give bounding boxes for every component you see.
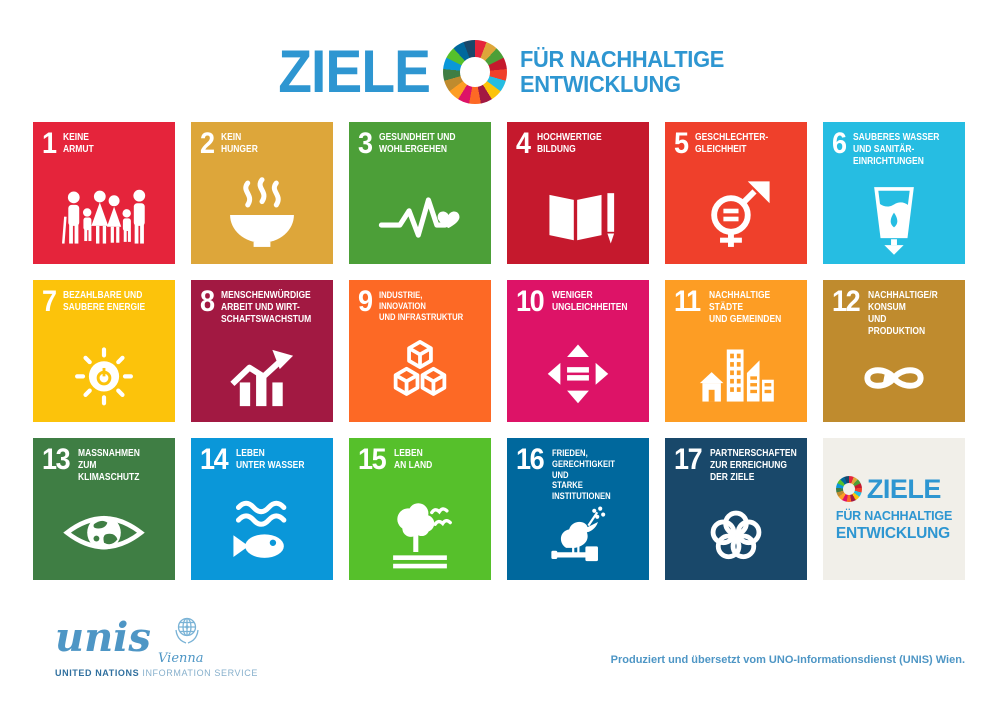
bowl-steam-icon bbox=[230, 177, 294, 247]
logo-tile-title: ZIELE bbox=[866, 473, 942, 504]
goal-number: 7 bbox=[42, 285, 57, 318]
infinity-arrow-icon bbox=[864, 367, 924, 389]
cubes-icon bbox=[393, 340, 447, 396]
fish-waves-icon bbox=[233, 500, 287, 558]
eye-globe-icon bbox=[63, 515, 145, 550]
goal-title: GESCHLECHTER- GLEICHHEIT bbox=[695, 132, 769, 155]
goal-tile-1: 1 KEINE ARMUT bbox=[33, 122, 175, 264]
goal-title: INDUSTRIE, INNOVATION UND INFRASTRUKTUR bbox=[379, 290, 464, 322]
goal-number: 16 bbox=[516, 443, 545, 476]
goal-number: 5 bbox=[674, 127, 689, 160]
sun-power-icon bbox=[75, 347, 133, 406]
goal-tile-14: 14 LEBEN UNTER WASSER bbox=[191, 438, 333, 580]
family-icon bbox=[62, 189, 146, 244]
goal-tile-8: 8 MENSCHENWÜRDIGE ARBEIT UND WIRT- SCHAF… bbox=[191, 280, 333, 422]
goal-number: 2 bbox=[200, 127, 215, 160]
goal-number: 6 bbox=[832, 127, 847, 160]
book-pencil-icon bbox=[549, 193, 615, 244]
goal-tile-17: 17 PARTNERSCHAFTEN ZUR ERREICHUNG DER ZI… bbox=[665, 438, 807, 580]
goal-tile-2: 2 KEIN HUNGER bbox=[191, 122, 333, 264]
goal-title: BEZAHLBARE UND SAUBERE ENERGIE bbox=[63, 290, 146, 313]
goal-number: 4 bbox=[516, 127, 531, 160]
goal-number: 12 bbox=[832, 285, 861, 318]
goal-tile-11: 11 NACHHALTIGE STÄDTE UND GEMEINDEN bbox=[665, 280, 807, 422]
org-name-bold: UNITED NATIONS bbox=[55, 668, 140, 678]
goal-number: 17 bbox=[674, 443, 703, 476]
dove-gavel-icon bbox=[551, 506, 606, 562]
goal-number: 13 bbox=[42, 443, 71, 476]
goal-number: 1 bbox=[42, 127, 57, 160]
goal-tile-4: 4 HOCHWERTIGE BILDUNG bbox=[507, 122, 649, 264]
goal-title: PARTNERSCHAFTEN ZUR ERREICHUNG DER ZIELE bbox=[710, 448, 798, 483]
goal-number: 9 bbox=[358, 285, 373, 318]
goal-title: HOCHWERTIGE BILDUNG bbox=[537, 132, 602, 155]
goal-title: MASSNAHMEN ZUM KLIMASCHUTZ bbox=[78, 448, 141, 483]
page-title: ZIELE bbox=[278, 38, 431, 105]
gender-equality-icon bbox=[711, 181, 770, 247]
goal-tile-6: 6 SAUBERES WASSER UND SANITÄR- EINRICHTU… bbox=[823, 122, 965, 264]
goal-tile-3: 3 GESUNDHEIT UND WOHLERGEHEN bbox=[349, 122, 491, 264]
goal-title: FRIEDEN, GERECHTIGKEIT UND STARKE INSTIT… bbox=[552, 448, 616, 502]
heartbeat-heart-icon bbox=[378, 197, 460, 238]
goal-title: NACHHALTIGE STÄDTE UND GEMEINDEN bbox=[708, 290, 781, 325]
tile-head: 1 KEINE ARMUT bbox=[33, 122, 175, 159]
un-emblem-icon bbox=[175, 617, 199, 644]
poster-footer: unis Vienna UNITED NATIONS INFORMATION S… bbox=[55, 618, 965, 688]
goal-tile-16: 16 FRIEDEN, GERECHTIGKEIT UND STARKE INS… bbox=[507, 438, 649, 580]
goal-tile-13: 13 MASSNAHMEN ZUM KLIMASCHUTZ bbox=[33, 438, 175, 580]
goal-tile-10: 10 WENIGER UNGLEICHHEITEN bbox=[507, 280, 649, 422]
unis-caption: UNITED NATIONS INFORMATION SERVICE bbox=[55, 668, 258, 678]
unis-script-text: unis bbox=[55, 614, 151, 661]
sdg-wheel-icon bbox=[443, 40, 508, 104]
goal-title: NACHHALTIGE/R KONSUM UND PRODUKTION bbox=[868, 290, 939, 337]
credit-text: Produziert und übersetzt vom UNO-Informa… bbox=[610, 654, 965, 666]
goal-title: SAUBERES WASSER UND SANITÄR- EINRICHTUNG… bbox=[853, 132, 940, 167]
goal-title: WENIGER UNGLEICHHEITEN bbox=[552, 290, 628, 313]
interlocked-rings-icon bbox=[710, 510, 762, 560]
goal-title: LEBEN AN LAND bbox=[394, 448, 433, 471]
equality-arrows-icon bbox=[547, 344, 609, 404]
goal-grid: 1 KEINE ARMUT 2 KEIN HUNGER bbox=[33, 122, 1000, 580]
poster-header: ZIELE FÜR NACHHALTIGE ENTWICKLUNG bbox=[0, 0, 1000, 108]
page-subtitle: FÜR NACHHALTIGE ENTWICKLUNG bbox=[520, 45, 725, 98]
goal-title: MENSCHENWÜRDIGE ARBEIT UND WIRT- SCHAFTS… bbox=[221, 290, 312, 325]
goal-number: 15 bbox=[358, 443, 387, 476]
goal-title: GESUNDHEIT UND WOHLERGEHEN bbox=[379, 132, 456, 155]
growth-chart-icon bbox=[230, 349, 294, 407]
goal-number: 8 bbox=[200, 285, 215, 318]
city-skyline-icon bbox=[699, 349, 774, 402]
goal-title: KEINE ARMUT bbox=[63, 132, 94, 155]
sdg-logo-tile: ZIELE FÜR NACHHALTIGE ENTWICKLUNG bbox=[823, 438, 965, 580]
goal-tile-5: 5 GESCHLECHTER- GLEICHHEIT bbox=[665, 122, 807, 264]
goal-tile-7: 7 BEZAHLBARE UND SAUBERE ENERGIE bbox=[33, 280, 175, 422]
sdg-wheel-icon-small bbox=[835, 476, 862, 502]
goal-tile-15: 15 LEBEN AN LAND bbox=[349, 438, 491, 580]
vienna-script-text: Vienna bbox=[158, 651, 204, 666]
water-glass-icon bbox=[874, 187, 914, 255]
goal-number: 11 bbox=[674, 285, 701, 318]
goal-title: LEBEN UNTER WASSER bbox=[236, 448, 305, 471]
goal-title: KEIN HUNGER bbox=[221, 132, 259, 155]
goal-tile-9: 9 INDUSTRIE, INNOVATION UND INFRASTRUKTU… bbox=[349, 280, 491, 422]
subtitle-line1: FÜR NACHHALTIGE bbox=[520, 45, 725, 72]
goal-number: 14 bbox=[200, 443, 229, 476]
unis-logo: unis Vienna UNITED NATIONS INFORMATION S… bbox=[55, 618, 265, 688]
org-name-light: INFORMATION SERVICE bbox=[142, 668, 258, 678]
goal-number: 3 bbox=[358, 127, 373, 160]
tree-birds-icon bbox=[393, 503, 452, 569]
logo-tile-line1: FÜR NACHHALTIGE bbox=[835, 508, 953, 523]
subtitle-line2: ENTWICKLUNG bbox=[520, 71, 681, 97]
goal-tile-12: 12 NACHHALTIGE/R KONSUM UND PRODUKTION bbox=[823, 280, 965, 422]
goal-number: 10 bbox=[516, 285, 545, 318]
logo-tile-line2: ENTWICKLUNG bbox=[835, 524, 950, 542]
